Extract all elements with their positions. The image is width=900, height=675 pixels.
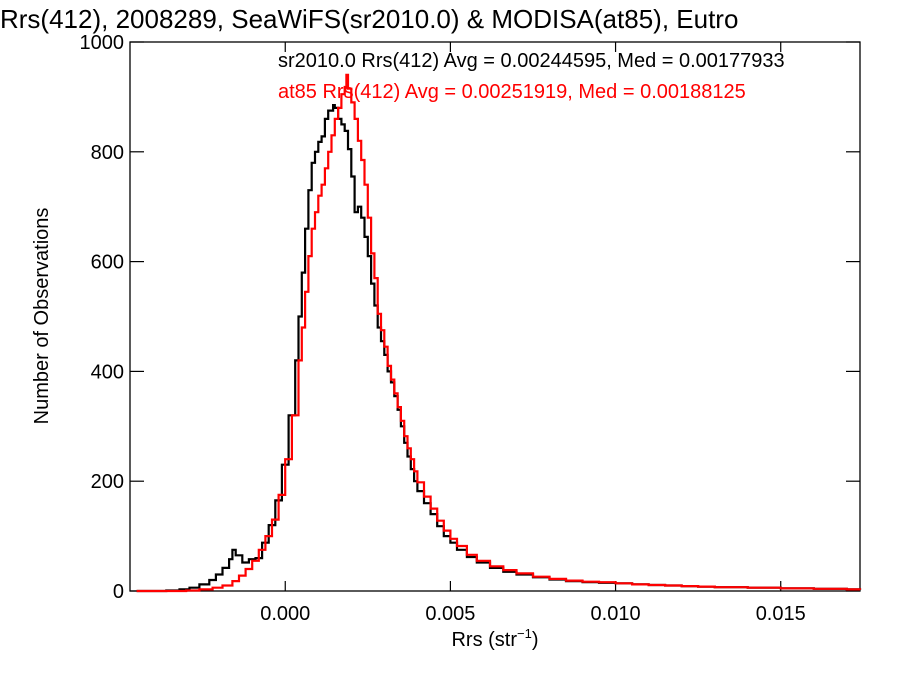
x-axis-label-superscript: −1 <box>517 626 532 641</box>
y-tick-label: 0 <box>113 581 124 603</box>
y-axis-label: Number of Observations <box>31 208 53 425</box>
x-tick-label: 0.005 <box>425 603 475 625</box>
y-tick-label: 1000 <box>80 32 125 54</box>
y-tick-label: 600 <box>91 252 124 274</box>
x-tick-label: 0.000 <box>260 603 310 625</box>
chart-title: Rrs(412), 2008289, SeaWiFS(sr2010.0) & M… <box>0 4 738 34</box>
plot-frame <box>129 41 861 592</box>
x-tick-label: 0.015 <box>756 603 806 625</box>
series-lines <box>136 73 862 593</box>
legend-entry-sr2010: sr2010.0 Rrs(412) Avg = 0.00244595, Med … <box>278 50 785 72</box>
axis-ticks: 0.000 0.005 0.010 0.015 0 200 400 600 800 1000 <box>80 32 860 625</box>
y-tick-label: 200 <box>91 471 124 493</box>
y-tick-label: 400 <box>91 361 124 383</box>
x-tick-label: 0.010 <box>591 603 641 625</box>
x-axis-label-close: ) <box>532 629 539 651</box>
series-line-at85 <box>136 73 862 593</box>
x-axis-label-main: Rrs (str <box>451 629 517 651</box>
series-line-sr2010.0 <box>136 104 862 593</box>
y-tick-label: 800 <box>91 142 124 164</box>
legend-entry-at85: at85 Rrs(412) Avg = 0.00251919, Med = 0.… <box>278 81 746 103</box>
x-axis-label: Rrs (str−1) <box>451 626 538 651</box>
